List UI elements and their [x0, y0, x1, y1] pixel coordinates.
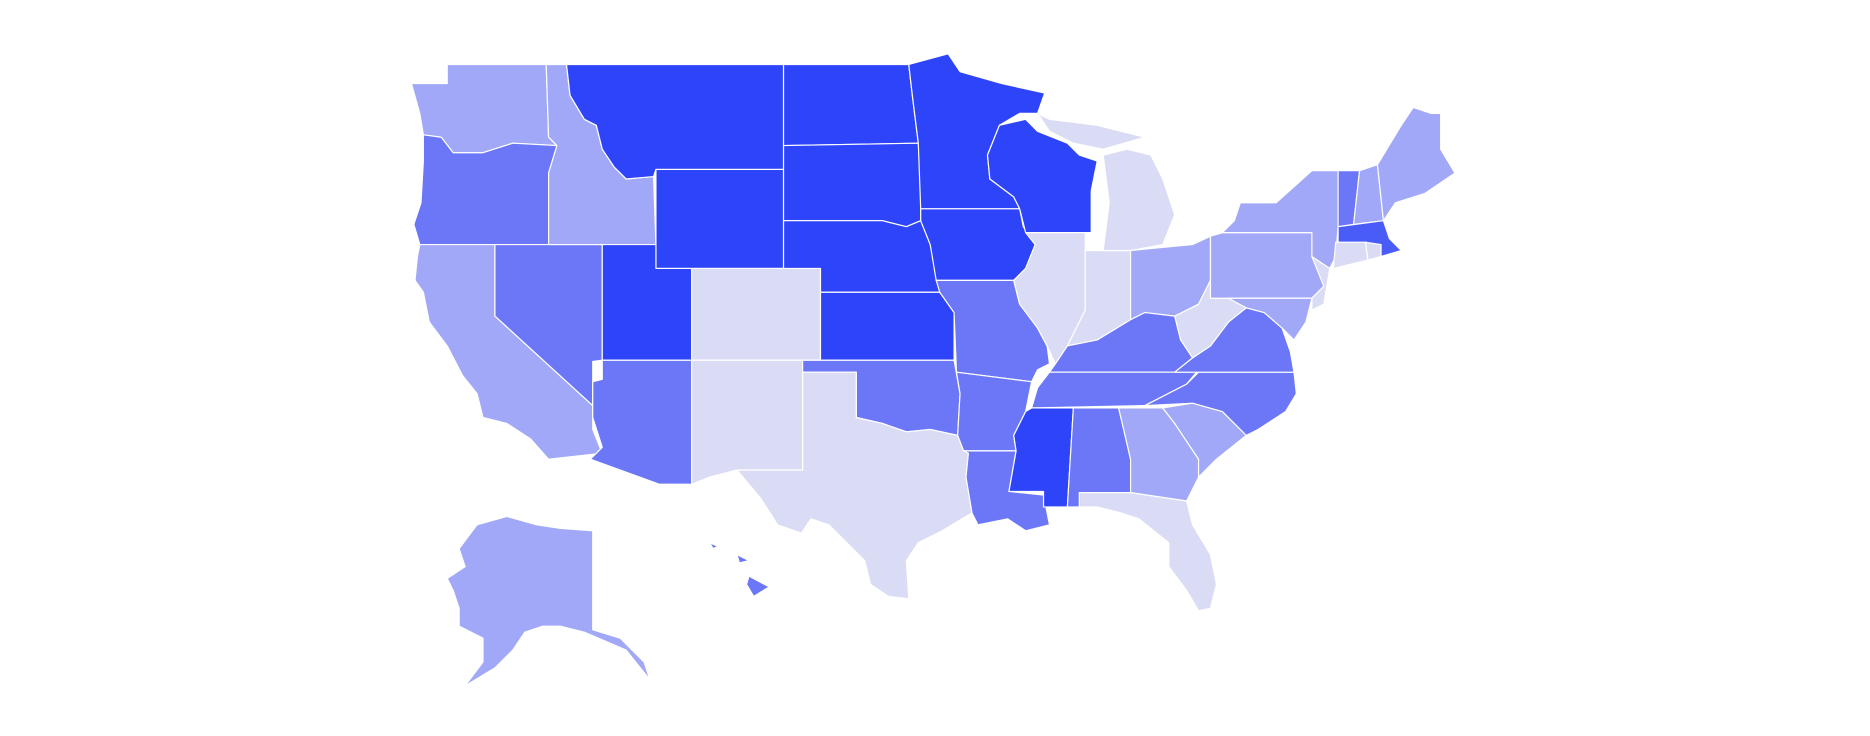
- map-region: [709, 542, 770, 597]
- map-region: [1332, 241, 1369, 270]
- map-region: [782, 142, 922, 228]
- map-region: [986, 118, 1098, 234]
- map-region: [920, 208, 1036, 281]
- map-region: [1209, 232, 1325, 299]
- map-region: [1376, 106, 1456, 222]
- map-region: [655, 168, 785, 270]
- map-region: [1078, 492, 1218, 612]
- map-region: [691, 359, 804, 485]
- map-region: [446, 515, 651, 687]
- map-region: [819, 291, 955, 361]
- map-region: [1227, 297, 1313, 341]
- map-region: [589, 359, 693, 485]
- map-region: [736, 371, 973, 600]
- map-region: [1102, 148, 1176, 252]
- map-region: [1364, 241, 1382, 261]
- map-region: [691, 267, 822, 361]
- map-region: [1036, 112, 1146, 150]
- map-region: [782, 63, 919, 147]
